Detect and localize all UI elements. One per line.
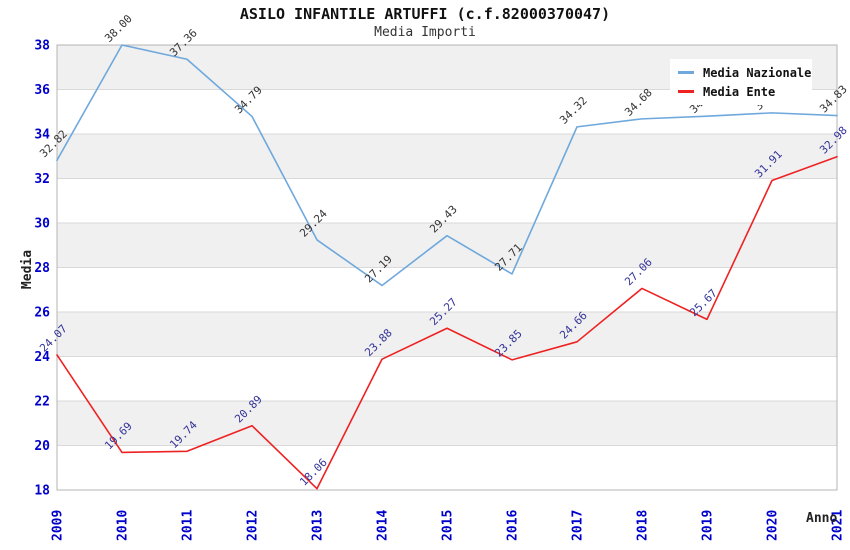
chart-title: ASILO INFANTILE ARTUFFI (c.f.82000370047… [239,5,611,23]
series-line-media-nazionale [56,44,838,287]
chart-subtitle: Media Importi [374,25,476,40]
y-tick-label: 34 [34,128,50,143]
x-tick-label: 2013 [311,510,326,541]
x-tick-label: 2009 [51,510,66,541]
y-tick-label: 18 [34,484,50,499]
y-tick-label: 20 [34,439,50,454]
y-tick-label: 32 [34,172,50,187]
x-tick-label: 2010 [116,510,131,541]
x-tick-label: 2018 [636,510,651,541]
y-tick-label: 30 [34,217,50,232]
legend-item-media-nazionale: Media Nazionale [678,63,811,82]
y-tick-label: 24 [34,350,50,365]
x-tick-label: 2021 [831,510,846,541]
x-tick-label: 2015 [441,510,456,541]
plot-band [57,223,837,268]
legend-item-media-ente: Media Ente [678,82,806,101]
point-label: 34.68 [622,86,655,119]
x-axis-title: Anno [806,511,838,526]
x-tick-label: 2011 [181,510,196,541]
legend-label-media-nazionale: Media Nazionale [703,65,812,80]
point-label: 38.00 [102,12,135,45]
point-label: 34.32 [557,94,590,127]
legend-label-media-ente: Media Ente [703,84,776,99]
x-tick-label: 2017 [571,510,586,541]
series-line-media-ente [56,155,838,490]
legend-swatch-media-ente [678,90,694,93]
plot-band [57,134,837,179]
x-tick-label: 2016 [506,510,521,541]
legend: Media Nazionale Media Ente [670,59,812,105]
y-tick-label: 28 [34,261,50,276]
y-tick-label: 36 [34,83,50,98]
y-tick-label: 38 [34,39,50,54]
y-axis-title: Media [20,249,36,290]
y-tick-label: 26 [34,306,50,321]
plot-band [57,312,837,357]
x-tick-label: 2012 [246,510,261,541]
legend-swatch-media-nazionale [678,71,694,74]
x-tick-label: 2019 [701,510,716,541]
plot-band [57,401,837,446]
y-tick-label: 22 [34,395,50,410]
x-tick-label: 2014 [376,510,391,541]
x-tick-label: 2020 [766,510,781,541]
plot-border [56,44,838,491]
